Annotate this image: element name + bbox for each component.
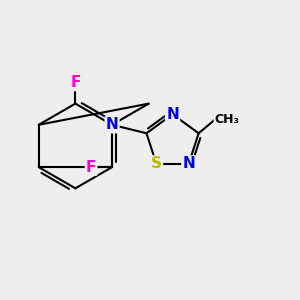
- Text: F: F: [86, 160, 96, 175]
- Text: S: S: [151, 156, 162, 171]
- Text: N: N: [166, 107, 179, 122]
- Text: N: N: [182, 156, 195, 171]
- Text: N: N: [106, 117, 118, 132]
- Text: F: F: [70, 75, 81, 90]
- Text: CH₃: CH₃: [215, 113, 240, 126]
